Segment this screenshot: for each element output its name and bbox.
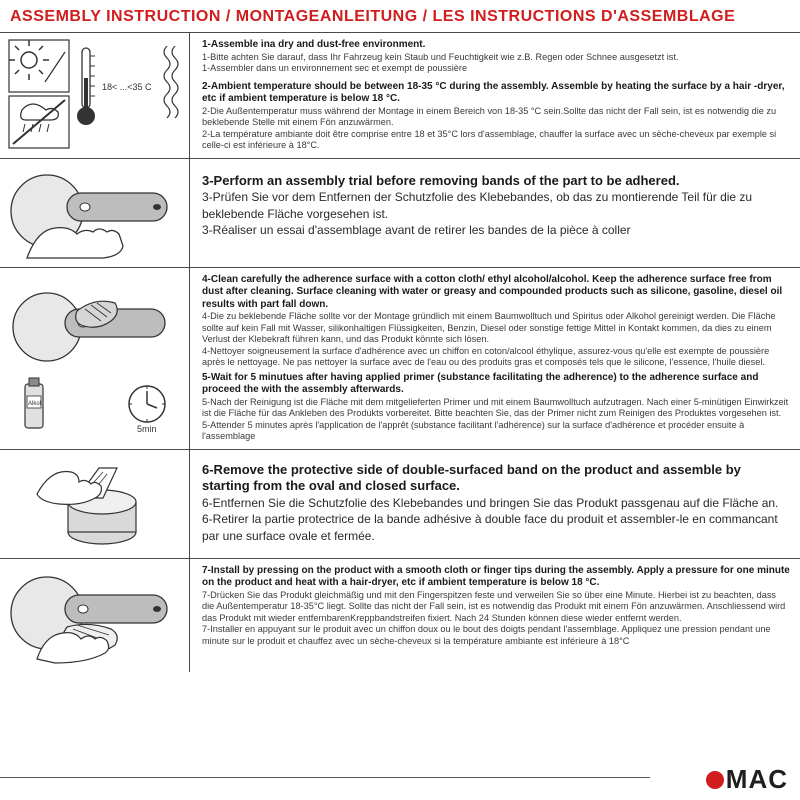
clean-surface-icon [7,281,182,376]
step2-en: 2-Ambient temperature should be between … [202,81,790,106]
step3-fr: 3-Réaliser un essai d'assemblage avant d… [202,222,790,238]
step7-en: 7-Install by pressing on the product wit… [202,565,790,590]
instruction-text-4: 6-Remove the protective side of double-s… [190,450,800,558]
illustration-trial [0,159,190,267]
step4-de: 4-Die zu beklebende Fläche sollte vor de… [202,311,790,346]
temp-range-label: 18< ...<35 C [102,82,152,92]
peel-tape-icon [7,454,182,554]
step6-fr: 6-Retirer la partie protectrice de la ba… [202,511,790,543]
logo-text: MAC [726,764,788,795]
instruction-row-5: 7-Install by pressing on the product wit… [0,559,800,672]
step5-de: 5-Nach der Reinigung ist die Fläche mit … [202,397,790,420]
instruction-row-4: 6-Remove the protective side of double-s… [0,450,800,559]
primer-timer-icon: Alkol 5min [7,376,182,436]
environment-icon: 18< ...<35 C [7,38,182,153]
step5-en: 5-Wait for 5 minutues after having appli… [202,372,790,397]
footer: MAC [0,758,800,800]
footer-divider [0,777,650,778]
step6-de: 6-Entfernen Sie die Schutzfolie des Kleb… [202,495,790,511]
step1-en: 1-Assemble ina dry and dust-free environ… [202,39,790,52]
step7-fr: 7-Installer en appuyant sur le produit a… [202,624,790,647]
step3-en: 3-Perform an assembly trial before remov… [202,173,790,190]
step4-en: 4-Clean carefully the adherence surface … [202,274,790,312]
instruction-text-3: 4-Clean carefully the adherence surface … [190,268,800,449]
step5-fr: 5-Attender 5 minutes après l'application… [202,420,790,443]
step3-de: 3-Prüfen Sie vor dem Entfernen der Schut… [202,189,790,221]
brand-logo: MAC [706,764,788,795]
svg-text:5min: 5min [137,424,157,434]
illustration-environment: 18< ...<35 C [0,33,190,158]
illustration-press [0,559,190,672]
step4-fr: 4-Nettoyer soigneusement la surface d'ad… [202,346,790,369]
instruction-row-3: Alkol 5min 4-Clean carefully the adheren… [0,268,800,450]
step2-de: 2-Die Außentemperatur muss während der M… [202,106,790,129]
logo-dot-icon [706,771,724,789]
illustration-clean: Alkol 5min [0,268,190,449]
step6-en: 6-Remove the protective side of double-s… [202,462,790,496]
svg-text:Alkol: Alkol [28,401,41,407]
step7-de: 7-Drücken Sie das Produkt gleichmäßig un… [202,590,790,625]
page-title: ASSEMBLY INSTRUCTION / MONTAGEANLEITUNG … [0,0,800,33]
press-install-icon [7,563,182,668]
step2-fr: 2-La température ambiante doit être comp… [202,129,790,152]
instruction-text-1: 1-Assemble ina dry and dust-free environ… [190,33,800,158]
trial-fit-icon [7,163,182,263]
step1-fr: 1-Assembler dans un environnement sec et… [202,63,790,75]
instruction-row-2: 3-Perform an assembly trial before remov… [0,159,800,268]
step1-de: 1-Bitte achten Sie darauf, dass Ihr Fahr… [202,52,790,64]
instruction-row-1: 18< ...<35 C 1-Assemble ina dry and dust… [0,33,800,159]
instruction-text-5: 7-Install by pressing on the product wit… [190,559,800,672]
illustration-peel [0,450,190,558]
instruction-text-2: 3-Perform an assembly trial before remov… [190,159,800,267]
